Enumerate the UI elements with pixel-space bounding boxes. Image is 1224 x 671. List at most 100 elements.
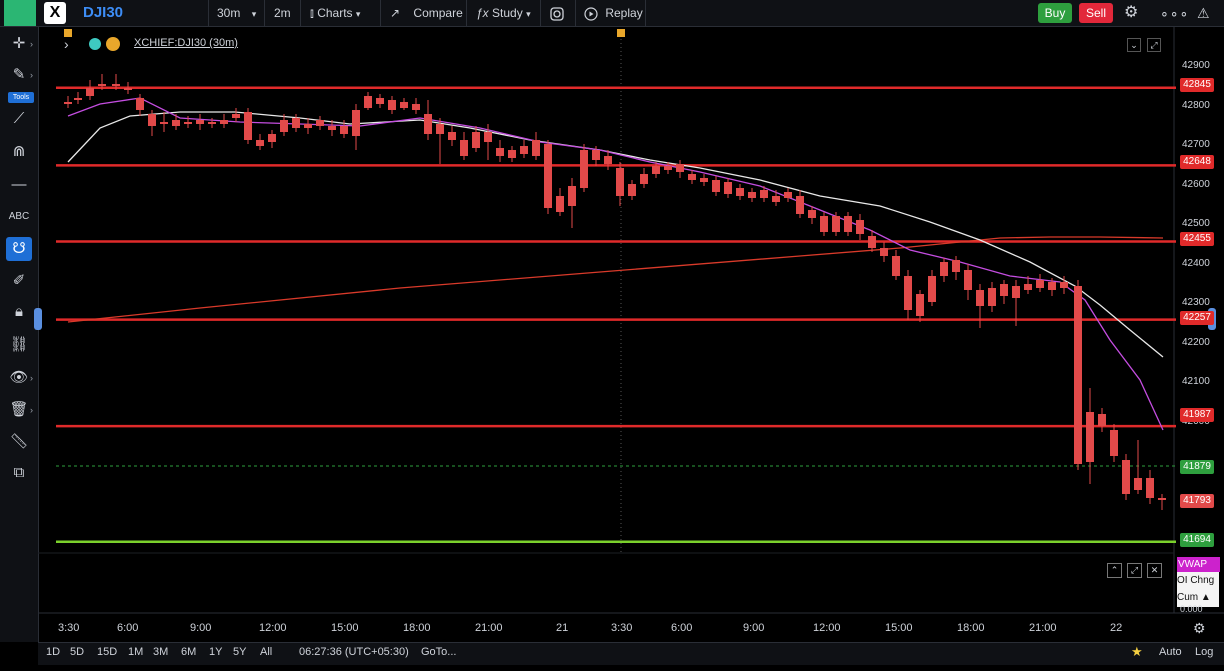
candle-body bbox=[172, 120, 180, 126]
study-label: Study bbox=[492, 6, 523, 20]
chevron-right-icon[interactable]: › bbox=[30, 373, 33, 383]
text-tool-icon[interactable]: ABC bbox=[8, 211, 30, 222]
gear-icon[interactable]: ⚙ bbox=[1124, 4, 1139, 21]
range-all[interactable]: All bbox=[260, 646, 273, 658]
compare-label: Compare bbox=[413, 6, 463, 20]
range-1y[interactable]: 1Y bbox=[209, 646, 223, 658]
candle-body bbox=[1098, 414, 1106, 426]
indicator-zero: 0.000 bbox=[1180, 604, 1203, 614]
interval-selector[interactable]: 30m ▾ bbox=[217, 0, 256, 26]
candle-body bbox=[664, 166, 672, 170]
drawing-toolbar: ✛ › ✎ › Tools ⟋ ⋒ — ABC ☋ ✐ 🔒︎ ⛓ 👁︎ › 🗑︎… bbox=[0, 27, 39, 642]
log-scale-button[interactable]: Log bbox=[1195, 646, 1214, 658]
pane-up-icon[interactable]: ⌃ bbox=[1107, 563, 1122, 578]
chevron-right-icon[interactable]: › bbox=[30, 39, 33, 49]
horizontal-line-icon[interactable]: — bbox=[11, 176, 27, 193]
candle-body bbox=[1048, 282, 1056, 290]
candle-body bbox=[988, 288, 996, 306]
interval2-button[interactable]: 2m bbox=[274, 6, 291, 20]
expand-icon[interactable]: ⤢ bbox=[1147, 38, 1161, 52]
eye-icon[interactable]: 👁︎ bbox=[9, 369, 29, 386]
range-1d[interactable]: 1D bbox=[46, 646, 61, 658]
magnet-icon[interactable]: ☋ bbox=[6, 237, 32, 261]
buy-button[interactable]: Buy bbox=[1038, 3, 1072, 23]
candle-body bbox=[316, 120, 324, 126]
symbol-name[interactable]: DJI30 bbox=[83, 4, 124, 21]
erase-icon[interactable]: ✐ bbox=[12, 272, 26, 289]
candle-body bbox=[784, 192, 792, 198]
link-icon[interactable]: ⛓ bbox=[9, 336, 29, 353]
time-tick: 22 bbox=[1110, 622, 1123, 634]
candle-body bbox=[1074, 286, 1082, 464]
charts-button[interactable]: ⫾ Charts ▾ bbox=[310, 0, 360, 26]
range-5d[interactable]: 5D bbox=[70, 646, 85, 658]
divider bbox=[208, 0, 209, 26]
replay-button[interactable]: Replay bbox=[584, 0, 643, 26]
range-3m[interactable]: 3M bbox=[153, 646, 169, 658]
candle-body bbox=[352, 110, 360, 136]
trash-icon[interactable]: 🗑︎ bbox=[9, 401, 29, 418]
candle-body bbox=[124, 88, 132, 90]
pane-expand-icon[interactable]: ⤢ bbox=[1127, 563, 1142, 578]
time-tick: 9:00 bbox=[743, 622, 765, 634]
range-6m[interactable]: 6M bbox=[181, 646, 197, 658]
left-panel-handle[interactable] bbox=[34, 308, 42, 330]
event-marker[interactable] bbox=[617, 29, 625, 37]
candle-body bbox=[1086, 412, 1094, 462]
lock-icon[interactable]: 🔒︎ bbox=[15, 303, 23, 320]
collapse-icon[interactable]: ⌄ bbox=[1127, 38, 1141, 52]
candle-body bbox=[976, 290, 984, 306]
candle-body bbox=[1024, 284, 1032, 290]
chart-legend[interactable]: XCHIEF:DJI30 (30m) bbox=[134, 37, 238, 49]
candle-body bbox=[1134, 478, 1142, 490]
range-15d[interactable]: 15D bbox=[97, 646, 118, 658]
candle-body bbox=[952, 260, 960, 272]
xchief-logo-button[interactable]: X bbox=[44, 2, 66, 24]
currency-badge bbox=[106, 37, 120, 51]
ruler-icon[interactable]: 📏︎ bbox=[9, 433, 29, 450]
pane-close-icon[interactable]: ✕ bbox=[1147, 563, 1162, 578]
sell-button[interactable]: Sell bbox=[1079, 3, 1113, 23]
star-icon[interactable]: ★ bbox=[1131, 644, 1143, 659]
pattern-icon[interactable]: ⋒ bbox=[12, 143, 26, 160]
candle-body bbox=[820, 216, 828, 232]
instagram-button[interactable] bbox=[550, 0, 564, 26]
candle-body bbox=[712, 180, 720, 192]
auto-scale-button[interactable]: Auto bbox=[1159, 646, 1182, 658]
candle-body bbox=[688, 174, 696, 180]
price-tick: 42400 bbox=[1182, 258, 1210, 269]
candle-body bbox=[616, 168, 624, 196]
time-tick: 15:00 bbox=[331, 622, 359, 634]
cum-toggle[interactable]: Cum ▲ bbox=[1177, 592, 1211, 603]
chevron-right-icon[interactable]: › bbox=[30, 405, 33, 415]
warning-icon[interactable]: ⚠ bbox=[1197, 5, 1210, 21]
compare-button[interactable]: ↗ Compare bbox=[390, 0, 463, 26]
candle-body bbox=[86, 88, 94, 96]
event-marker[interactable] bbox=[64, 29, 72, 37]
vwap-toggle[interactable]: VWAP bbox=[1177, 557, 1220, 572]
candle-body bbox=[748, 192, 756, 198]
oi-chng-toggle[interactable]: OI Chng bbox=[1177, 575, 1215, 586]
chart-settings-icon[interactable]: ⚙ bbox=[1193, 620, 1206, 636]
pencil-icon[interactable]: ✎ bbox=[12, 66, 26, 83]
chevron-right-icon[interactable]: › bbox=[30, 70, 33, 80]
study-button[interactable]: ƒx Study ▾ bbox=[476, 0, 531, 26]
chevron-right-icon[interactable]: › bbox=[64, 36, 69, 52]
screenshot-icon[interactable]: ⧉ bbox=[13, 464, 25, 481]
current-price-badge: 41793 bbox=[1180, 494, 1214, 508]
candle-body bbox=[1012, 286, 1020, 298]
range-5y[interactable]: 5Y bbox=[233, 646, 247, 658]
level-price-badge: 42257 bbox=[1180, 311, 1214, 325]
range-1m[interactable]: 1M bbox=[128, 646, 144, 658]
more-options-icon[interactable]: ∘∘∘ bbox=[1160, 5, 1190, 21]
price-tick: 42700 bbox=[1182, 139, 1210, 150]
crosshair-icon[interactable]: ✛ bbox=[12, 35, 26, 52]
candle-body bbox=[496, 148, 504, 156]
trendline-icon[interactable]: ⟋ bbox=[13, 110, 25, 127]
goto-button[interactable]: GoTo... bbox=[421, 646, 457, 658]
charts-label: Charts bbox=[317, 6, 353, 20]
candle-body bbox=[148, 114, 156, 126]
divider bbox=[575, 0, 576, 26]
chevron-down-icon: ▾ bbox=[251, 9, 257, 19]
